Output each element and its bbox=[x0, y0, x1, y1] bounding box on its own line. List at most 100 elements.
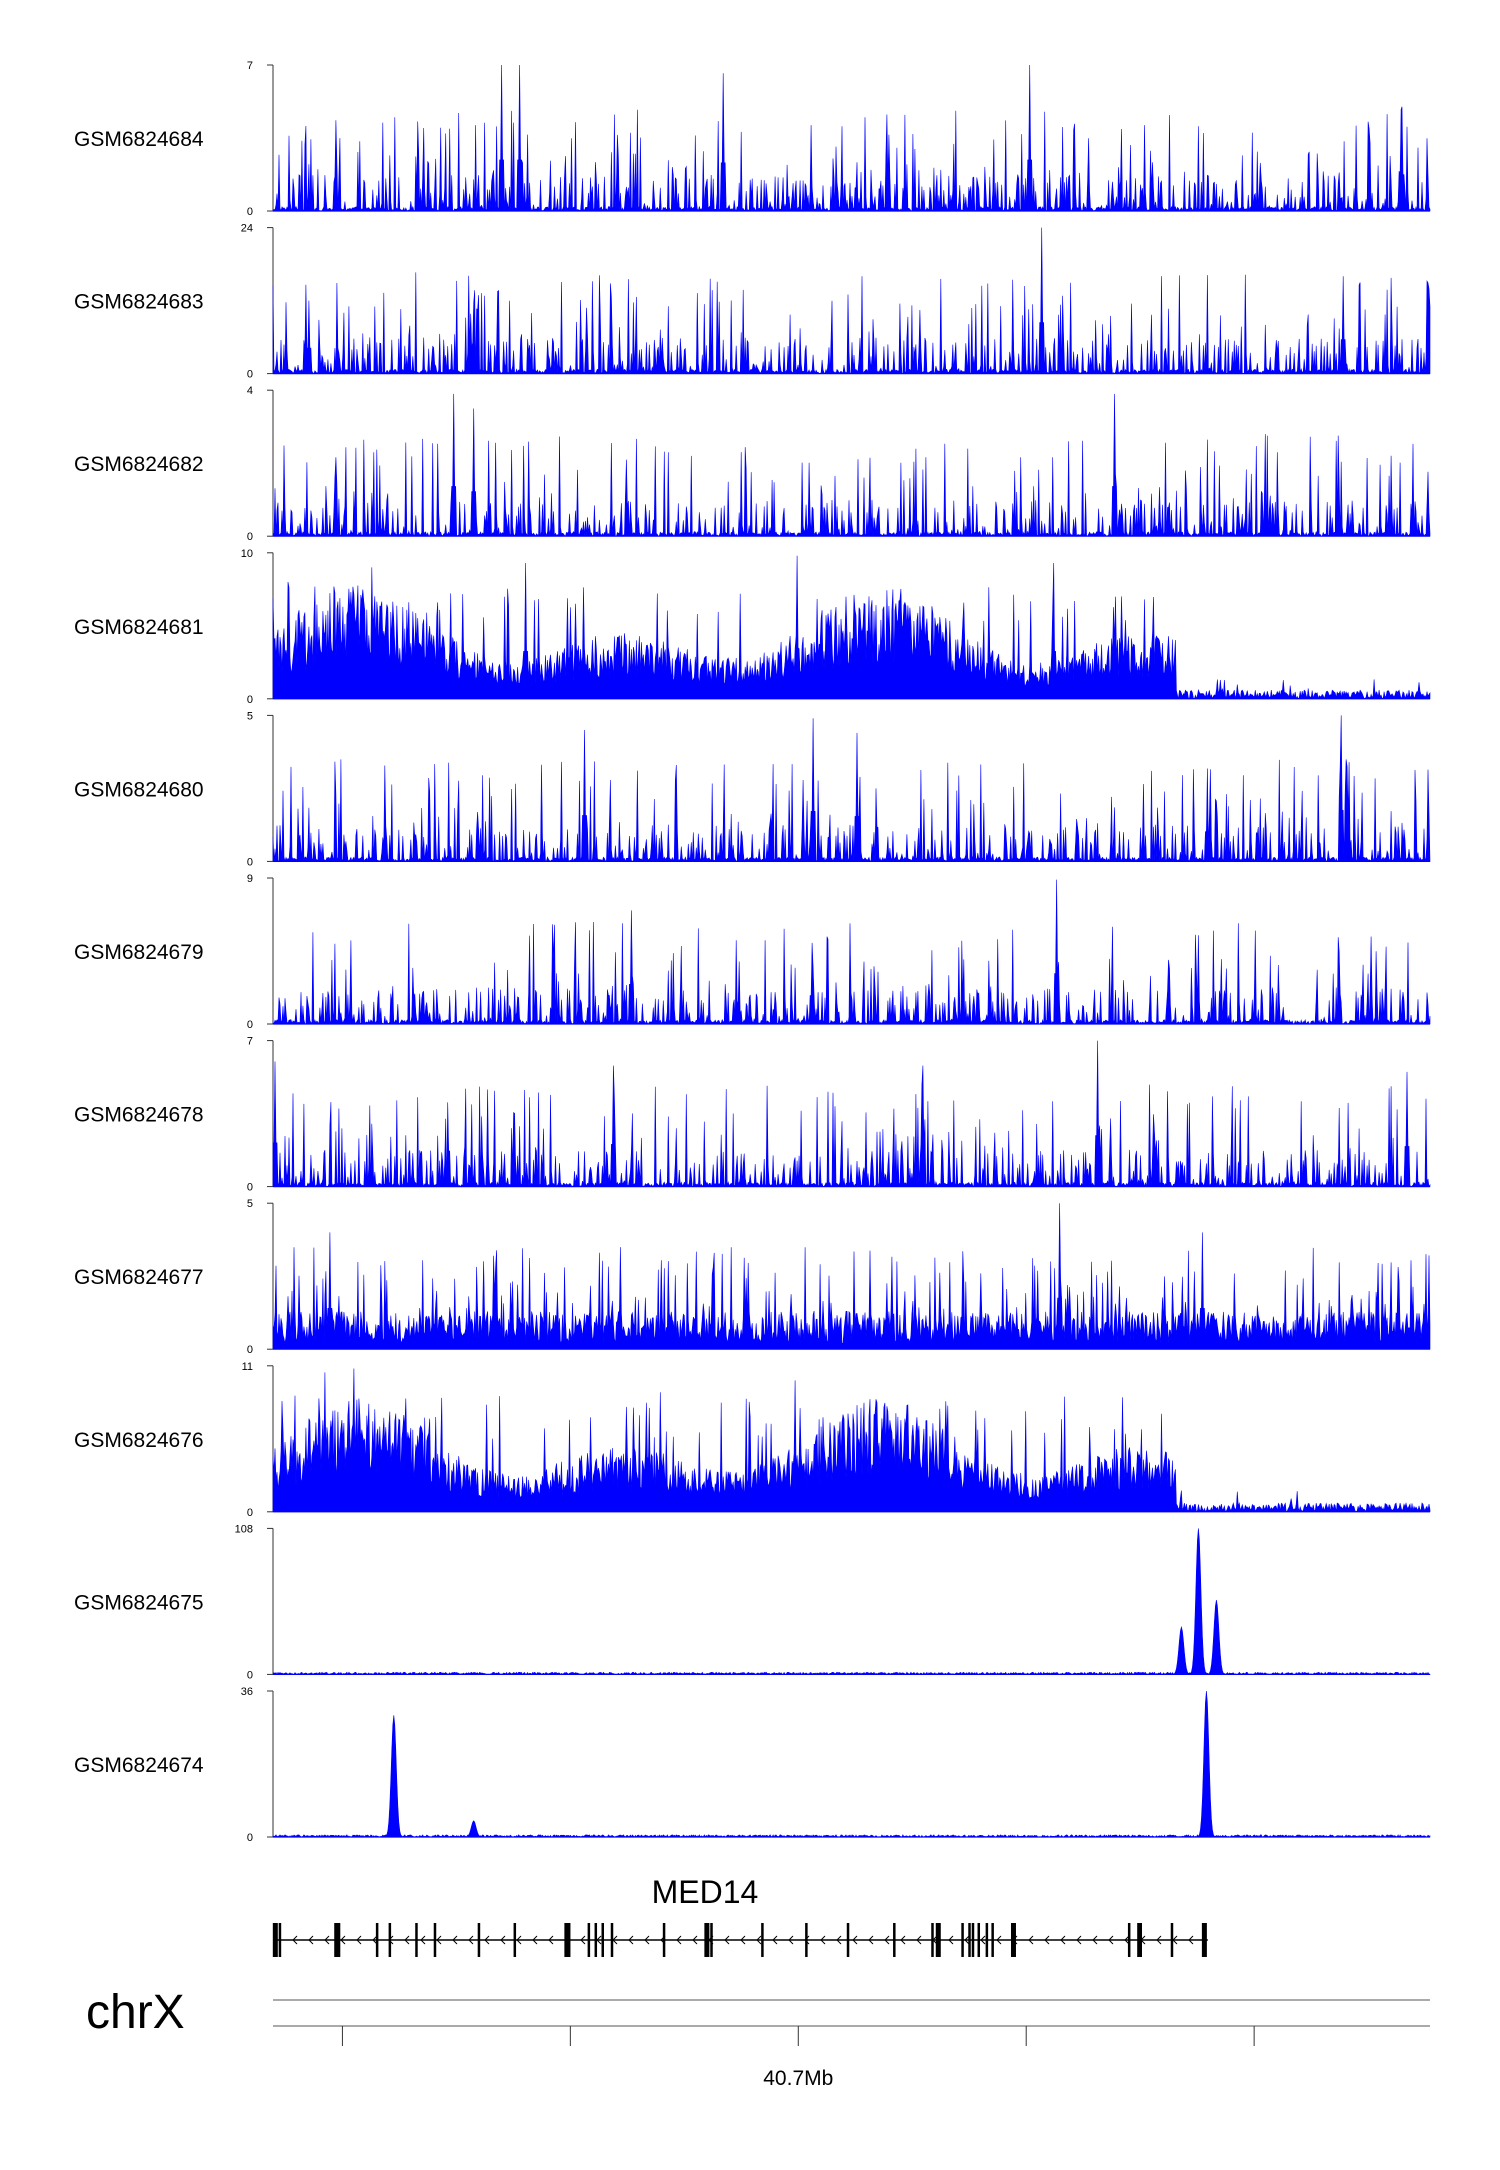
exon bbox=[935, 1923, 941, 1957]
strand-arrow bbox=[1060, 1935, 1066, 1945]
signal-area bbox=[272, 1690, 1431, 1838]
y-tick-label-min: 0 bbox=[247, 206, 253, 218]
exon bbox=[985, 1923, 989, 1957]
chromosome-label: chrX bbox=[86, 1986, 185, 2039]
track-GSM6824684: GSM6824684 7 0 bbox=[74, 60, 1431, 218]
exon bbox=[961, 1923, 964, 1957]
track-label: GSM6824677 bbox=[74, 1266, 204, 1289]
strand-arrow bbox=[580, 1935, 586, 1945]
y-tick-label-max: 10 bbox=[241, 548, 253, 560]
strand-arrow bbox=[404, 1935, 410, 1945]
strand-arrow bbox=[900, 1935, 906, 1945]
strand-arrow bbox=[356, 1935, 362, 1945]
strand-arrow bbox=[916, 1935, 922, 1945]
strand-arrow bbox=[340, 1935, 346, 1945]
track-label: GSM6824680 bbox=[74, 778, 204, 801]
y-tick-label-max: 4 bbox=[247, 385, 253, 397]
exon bbox=[1201, 1923, 1207, 1957]
strand-arrow bbox=[1076, 1935, 1082, 1945]
strand-arrow bbox=[324, 1935, 330, 1945]
exon bbox=[567, 1923, 571, 1957]
strand-arrow bbox=[292, 1935, 298, 1945]
y-tick-label-max: 24 bbox=[241, 223, 253, 235]
track-GSM6824683: GSM6824683 24 0 bbox=[74, 223, 1431, 381]
strand-arrow bbox=[836, 1935, 842, 1945]
exon bbox=[761, 1923, 764, 1957]
signal-area bbox=[272, 227, 1431, 375]
exon bbox=[968, 1923, 971, 1957]
strand-arrow bbox=[484, 1935, 490, 1945]
exon bbox=[415, 1923, 418, 1957]
strand-arrow bbox=[516, 1935, 522, 1945]
y-tick-label-min: 0 bbox=[247, 531, 253, 543]
exon bbox=[710, 1923, 713, 1957]
signal-tracks: GSM682468470GSM6824683240GSM682468240GSM… bbox=[74, 60, 1431, 1844]
strand-arrow bbox=[756, 1935, 762, 1945]
track-GSM6824681: GSM6824681 10 0 bbox=[74, 548, 1431, 706]
strand-arrow bbox=[772, 1935, 778, 1945]
strand-arrow bbox=[548, 1935, 554, 1945]
exon bbox=[846, 1923, 850, 1957]
y-tick-label-min: 0 bbox=[247, 856, 253, 868]
track-GSM6824682: GSM6824682 4 0 bbox=[74, 385, 1431, 543]
exon bbox=[1170, 1923, 1174, 1957]
exon bbox=[601, 1923, 604, 1957]
strand-arrow bbox=[948, 1935, 954, 1945]
strand-arrow bbox=[996, 1935, 1002, 1945]
exon bbox=[587, 1923, 591, 1957]
track-GSM6824676: GSM6824676 11 0 bbox=[74, 1361, 1431, 1519]
strand-arrow bbox=[1044, 1935, 1050, 1945]
exon bbox=[335, 1923, 341, 1957]
y-tick-label-min: 0 bbox=[247, 1832, 253, 1844]
y-tick-label-min: 0 bbox=[247, 1182, 253, 1194]
signal-area bbox=[272, 1203, 1431, 1350]
exon bbox=[1010, 1923, 1016, 1957]
strand-arrow bbox=[420, 1935, 426, 1945]
strand-arrow bbox=[532, 1935, 538, 1945]
strand-arrow bbox=[884, 1935, 890, 1945]
signal-area bbox=[272, 393, 1431, 538]
exon bbox=[594, 1923, 598, 1957]
track-GSM6824678: GSM6824678 7 0 bbox=[74, 1036, 1431, 1194]
strand-arrow bbox=[804, 1935, 810, 1945]
y-tick-label-max: 7 bbox=[247, 1036, 253, 1048]
strand-arrow bbox=[644, 1935, 650, 1945]
strand-arrow bbox=[788, 1935, 794, 1945]
strand-arrow bbox=[436, 1935, 442, 1945]
signal-area bbox=[272, 555, 1431, 700]
genomic-axis: chrX 40.7Mb bbox=[86, 1986, 1430, 2090]
y-tick-label-max: 7 bbox=[247, 60, 253, 72]
track-label: GSM6824674 bbox=[74, 1754, 204, 1777]
track-label: GSM6824683 bbox=[74, 291, 204, 314]
signal-area bbox=[272, 715, 1431, 863]
y-tick-label-min: 0 bbox=[247, 1669, 253, 1681]
strand-arrow bbox=[452, 1935, 458, 1945]
exon bbox=[513, 1923, 517, 1957]
strand-arrow bbox=[1156, 1935, 1162, 1945]
track-label: GSM6824679 bbox=[74, 941, 204, 964]
exon bbox=[1139, 1923, 1142, 1957]
strand-arrow bbox=[740, 1935, 746, 1945]
exon bbox=[477, 1923, 481, 1957]
strand-arrow bbox=[628, 1935, 634, 1945]
signal-area bbox=[272, 1528, 1431, 1676]
y-tick-label-min: 0 bbox=[247, 369, 253, 381]
exon bbox=[977, 1923, 981, 1957]
strand-arrow bbox=[852, 1935, 858, 1945]
strand-arrow bbox=[372, 1935, 378, 1945]
strand-arrow bbox=[980, 1935, 986, 1945]
signal-area bbox=[272, 879, 1431, 1026]
track-label: GSM6824675 bbox=[74, 1591, 204, 1614]
y-tick-label-max: 5 bbox=[247, 710, 253, 722]
exon bbox=[272, 1923, 278, 1957]
strand-arrow bbox=[1124, 1935, 1130, 1945]
strand-arrow bbox=[1188, 1935, 1194, 1945]
signal-area bbox=[272, 1368, 1431, 1513]
exon bbox=[278, 1923, 282, 1957]
strand-arrow bbox=[1108, 1935, 1114, 1945]
exon bbox=[931, 1923, 934, 1957]
strand-arrow bbox=[500, 1935, 506, 1945]
exon bbox=[388, 1923, 392, 1957]
y-tick-label-min: 0 bbox=[247, 1019, 253, 1031]
